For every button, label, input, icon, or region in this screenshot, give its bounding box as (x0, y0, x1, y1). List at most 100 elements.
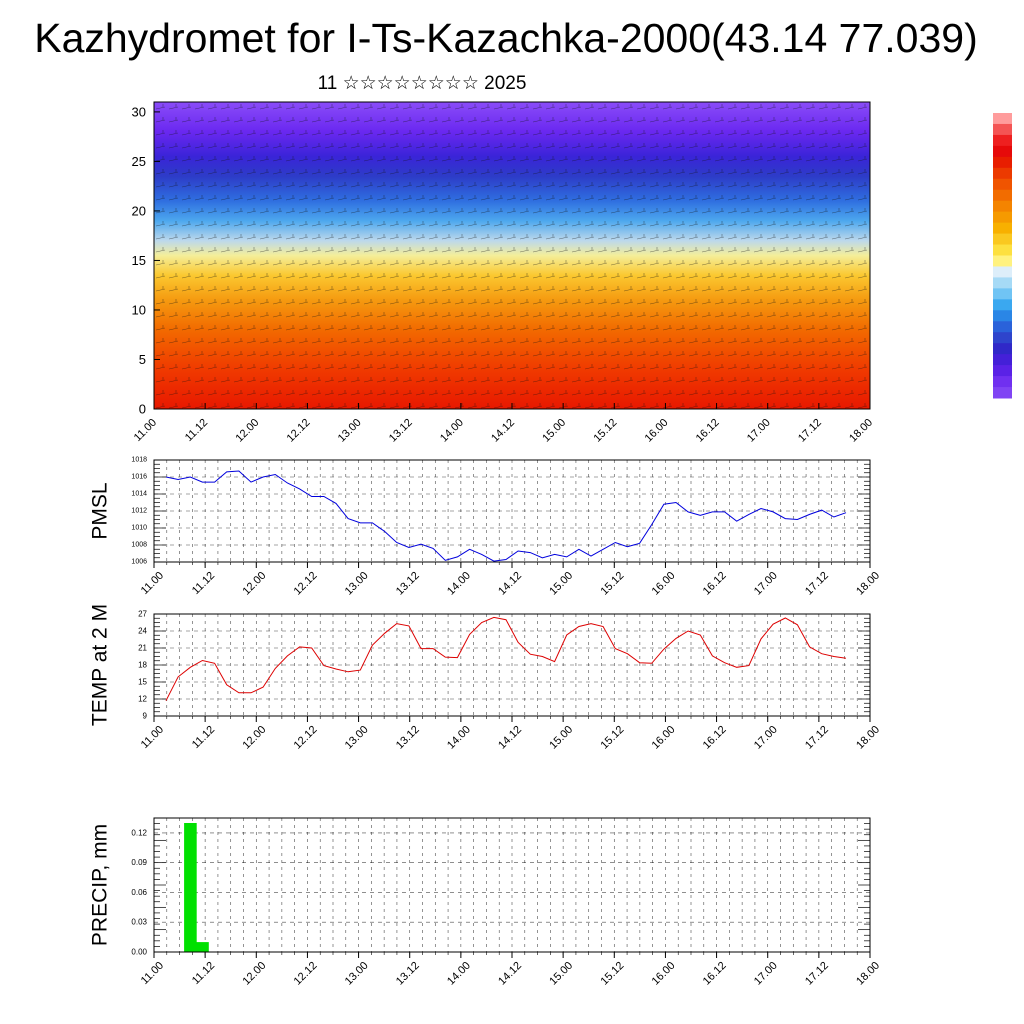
x-tick-label: 12.00 (240, 724, 268, 752)
temp-panel: 9 12 15 18 21 24 27 11.00 11.12 12.00 12.12 13.00 13… (89, 604, 883, 752)
x-tick-label: 17.00 (752, 960, 780, 988)
colorbar-swatch (993, 376, 1012, 388)
y-tick-label: 0.00 (131, 948, 147, 957)
x-tick-label: 15.00 (547, 724, 575, 752)
y-tick-label: 27 (138, 610, 147, 619)
pmsl-panel: 1006 1008 1010 1012 1014 1016 1018 11.00 11.12 12… (89, 457, 883, 598)
x-tick-label: 18.00 (854, 570, 882, 598)
colorbar-swatch (993, 277, 1012, 289)
section-y-tick-label: 10 (132, 302, 146, 317)
colorbar-swatch (993, 365, 1012, 377)
x-tick-label: 13.12 (394, 724, 422, 752)
x-tick-label: 16.12 (701, 570, 729, 598)
section-frame (153, 101, 871, 410)
pmsl-axis-title: PMSL (89, 482, 112, 539)
x-tick-label: 16.00 (650, 570, 678, 598)
colorbar-swatch (993, 178, 1012, 191)
section-x-tick-label: 17.12 (796, 417, 824, 445)
colorbar-swatch (993, 167, 1012, 180)
y-tick-label: 21 (138, 644, 147, 653)
colorbar-swatch (993, 332, 1012, 344)
section-y-tick-label: 30 (132, 104, 146, 119)
y-tick-label: 1016 (131, 474, 147, 481)
x-tick-label: 16.12 (701, 960, 729, 988)
x-tick-label: 16.00 (650, 724, 678, 752)
x-tick-label: 17.00 (752, 724, 780, 752)
x-tick-label: 14.00 (445, 960, 473, 988)
y-tick-label: 12 (138, 695, 147, 704)
x-tick-label: 12.00 (240, 570, 268, 598)
colorbar-swatch (993, 113, 1012, 125)
y-tick-label: 9 (143, 712, 148, 721)
pmsl-frame (153, 459, 871, 563)
colorbar-swatch (993, 134, 1012, 147)
section-x-tick-label: 15.12 (591, 417, 619, 445)
temp-grid: 9 12 15 18 21 24 27 11.00 11.12 12.00 12.12 13.00 13… (138, 610, 882, 752)
section-x-tick-label: 14.12 (489, 417, 517, 445)
x-tick-label: 11.00 (139, 960, 166, 987)
x-tick-label: 11.12 (190, 960, 217, 987)
x-tick-label: 15.12 (598, 960, 626, 988)
x-tick-label: 13.00 (343, 960, 371, 988)
colorbar-swatch (993, 244, 1012, 256)
section-x-tick-label: 11.00 (132, 417, 159, 444)
colorbar-swatch (993, 321, 1012, 333)
section-x-tick-label: 13.12 (387, 417, 415, 445)
x-tick-label: 12.12 (292, 960, 320, 988)
temp-axis-title: TEMP at 2 M (89, 604, 112, 726)
x-tick-label: 15.12 (598, 570, 626, 598)
precip-bars (184, 823, 209, 952)
section-y-tick-label: 5 (139, 352, 146, 367)
x-tick-label: 15.12 (598, 724, 626, 752)
temp-line (165, 616, 847, 701)
x-tick-label: 13.12 (394, 960, 422, 988)
x-tick-label: 17.12 (803, 724, 831, 752)
x-tick-label: 14.00 (445, 570, 473, 598)
y-tick-label: 1018 (131, 457, 147, 464)
section-x-tick-label: 18.00 (847, 417, 875, 445)
y-tick-label: 0.09 (131, 858, 147, 867)
colorbar-swatch (993, 255, 1012, 267)
colorbar-swatch (993, 156, 1012, 169)
colorbar-swatch (993, 123, 1012, 136)
x-tick-label: 11.00 (139, 724, 166, 751)
x-tick-label: 14.00 (445, 724, 473, 752)
section-panel: 0 5 10 15 20 25 30 11.00 11.12 12.00 12.12 13.00 13.… (132, 101, 875, 445)
section-x-tick-label: 11.12 (183, 417, 210, 444)
page-title: Kazhydromet for I-Ts-Kazachka-2000(43.14… (34, 15, 978, 61)
colorbar-swatch (993, 211, 1012, 224)
y-tick-label: 18 (138, 661, 147, 670)
y-tick-label: 1008 (131, 542, 147, 549)
x-tick-label: 14.12 (496, 960, 524, 988)
y-tick-label: 1006 (131, 559, 147, 566)
x-tick-label: 12.00 (240, 960, 268, 988)
x-tick-label: 12.12 (292, 570, 320, 598)
x-tick-label: 14.12 (496, 724, 524, 752)
x-tick-label: 16.12 (701, 724, 729, 752)
colorbar-swatch (993, 145, 1012, 158)
section-x-tick-label: 16.12 (694, 417, 722, 445)
colorbar-swatch (993, 354, 1012, 366)
wind-barbs-overlay (154, 102, 870, 409)
x-tick-label: 16.00 (650, 960, 678, 988)
x-tick-label: 13.12 (394, 570, 422, 598)
y-tick-label: 0.12 (131, 828, 147, 837)
colorbar-swatch (993, 233, 1012, 246)
colorbar-swatch (993, 310, 1012, 322)
section-y-tick-label: 0 (139, 402, 146, 417)
colorbar-swatch (993, 266, 1012, 278)
section-y-tick-label: 25 (132, 154, 146, 169)
y-tick-label: 1010 (131, 525, 147, 532)
x-tick-label: 13.00 (343, 724, 371, 752)
x-tick-label: 11.12 (190, 570, 217, 597)
y-tick-label: 1014 (131, 491, 147, 498)
precip-bar (196, 942, 209, 952)
section-x-tick-label: 12.12 (285, 417, 313, 445)
colorbar-swatch (993, 299, 1012, 311)
x-tick-label: 18.00 (854, 960, 882, 988)
precip-axis-title: PRECIP, mm (89, 824, 112, 946)
colorbar (993, 113, 1012, 399)
section-y-tick-label: 20 (132, 203, 146, 218)
page-subtitle: 11 ☆☆☆☆☆☆☆☆ 2025 (317, 73, 527, 94)
